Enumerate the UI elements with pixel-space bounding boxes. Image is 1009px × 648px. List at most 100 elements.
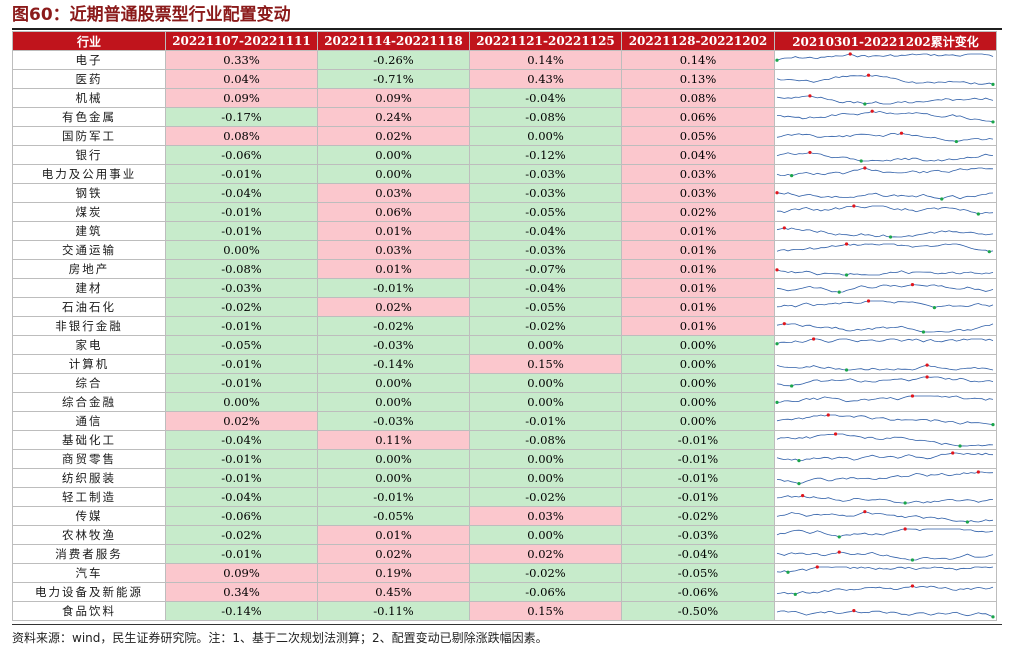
column-header-5: 20210301-20221202累计变化 <box>774 31 997 51</box>
value-cell: 0.00% <box>621 335 775 355</box>
sparkline-max-marker <box>852 609 856 613</box>
value-cell: -0.02% <box>621 506 775 526</box>
value-cell: -0.04% <box>165 430 318 450</box>
value-cell: 0.01% <box>621 278 775 298</box>
column-header-2: 20221114-20221118 <box>317 31 470 51</box>
value-cell: -0.01% <box>621 487 775 507</box>
industry-name: 交通运输 <box>12 240 166 260</box>
sparkline-cell <box>774 316 997 336</box>
sparkline-min-marker <box>991 82 995 86</box>
sparkline-max-marker <box>826 413 830 417</box>
sparkline-max-marker <box>870 109 874 113</box>
value-cell: -0.02% <box>469 563 622 583</box>
sparkline-min-marker <box>976 212 980 216</box>
table-row: 消费者服务 -0.01% 0.02% 0.02% -0.04% <box>12 544 997 564</box>
sparkline-path <box>776 323 994 333</box>
value-cell: 0.00% <box>469 126 622 146</box>
value-cell: -0.02% <box>469 316 622 336</box>
sparkline-max-marker <box>910 283 915 287</box>
value-cell: 0.02% <box>317 126 470 146</box>
value-cell: 0.00% <box>469 373 622 393</box>
sparkline-path <box>776 95 994 105</box>
sparkline-cell <box>774 354 997 374</box>
sparkline-path <box>776 495 994 504</box>
value-cell: 0.34% <box>165 582 318 602</box>
industry-name: 家电 <box>12 335 166 355</box>
sparkline <box>776 432 994 448</box>
value-cell: 0.04% <box>621 145 775 165</box>
value-cell: 0.13% <box>621 69 775 89</box>
sparkline-max-marker <box>951 451 955 455</box>
value-cell: -0.04% <box>469 88 622 108</box>
sparkline-max-marker <box>863 166 867 170</box>
sparkline-min-marker <box>991 615 995 619</box>
sparkline-path <box>776 132 994 142</box>
value-cell: -0.07% <box>469 259 622 279</box>
sparkline-path <box>776 205 994 215</box>
table-row: 农林牧渔 -0.02% 0.01% 0.00% -0.03% <box>12 525 997 545</box>
sparkline-max-marker <box>863 510 867 514</box>
table-row: 传媒 -0.06% -0.05% 0.03% -0.02% <box>12 506 997 526</box>
sparkline-cell <box>774 50 997 70</box>
industry-name: 传媒 <box>12 506 166 526</box>
footer-rule <box>12 624 1002 625</box>
value-cell: 0.14% <box>469 50 622 70</box>
sparkline <box>776 527 994 539</box>
value-cell: -0.71% <box>317 69 470 89</box>
value-cell: 0.06% <box>317 202 470 222</box>
sparkline-path <box>776 395 994 403</box>
value-cell: 0.00% <box>621 392 775 412</box>
sparkline-path <box>776 471 994 485</box>
value-cell: -0.50% <box>621 601 775 621</box>
industry-name: 汽车 <box>12 563 166 583</box>
value-cell: 0.00% <box>165 240 318 260</box>
sparkline-path <box>776 414 994 425</box>
table-row: 食品饮料 -0.14% -0.11% 0.15% -0.50% <box>12 601 997 621</box>
sparkline-min-marker <box>991 423 995 427</box>
sparkline-max-marker <box>801 494 805 498</box>
value-cell: -0.12% <box>469 145 622 165</box>
table-row: 计算机 -0.01% -0.14% 0.15% 0.00% <box>12 354 997 374</box>
sparkline-min-marker <box>921 330 926 334</box>
sparkline-cell <box>774 202 997 222</box>
value-cell: 0.01% <box>621 297 775 317</box>
sparkline-path <box>776 511 994 523</box>
column-header-0: 行业 <box>12 31 166 51</box>
value-cell: 0.00% <box>317 468 470 488</box>
sparkline-max-marker <box>848 52 852 56</box>
sparkline-min-marker <box>859 159 863 163</box>
industry-name: 纺织服装 <box>12 468 166 488</box>
allocation-table: 行业 20221107-20221111 20221114-20221118 2022… <box>12 31 997 621</box>
sparkline-path <box>776 610 994 618</box>
value-cell: 0.01% <box>621 259 775 279</box>
value-cell: -0.01% <box>469 411 622 431</box>
value-cell: 0.03% <box>317 240 470 260</box>
value-cell: -0.01% <box>165 544 318 564</box>
industry-name: 农林牧渔 <box>12 525 166 545</box>
sparkline-max-marker <box>808 150 812 155</box>
sparkline-min-marker <box>958 444 962 448</box>
value-cell: 0.01% <box>317 259 470 279</box>
value-cell: 0.09% <box>165 88 318 108</box>
industry-name: 钢铁 <box>12 183 166 203</box>
industry-name: 房地产 <box>12 259 166 279</box>
value-cell: -0.01% <box>165 449 318 469</box>
sparkline <box>776 131 994 144</box>
table-row: 轻工制造 -0.04% -0.01% -0.02% -0.01% <box>12 487 997 507</box>
figure-title: 图60：近期普通股票型行业配置变动 <box>12 5 291 25</box>
sparkline-min-marker <box>793 592 797 596</box>
value-cell: 0.00% <box>165 392 318 412</box>
sparkline <box>776 470 994 486</box>
sparkline-max-marker <box>815 565 819 569</box>
value-cell: 0.02% <box>165 411 318 431</box>
value-cell: 0.00% <box>317 145 470 165</box>
sparkline-cell <box>774 278 997 298</box>
value-cell: -0.01% <box>317 278 470 298</box>
sparkline <box>776 204 994 216</box>
sparkline-path <box>776 433 994 447</box>
sparkline <box>776 299 994 310</box>
sparkline-min-marker <box>954 139 958 144</box>
industry-name: 机械 <box>12 88 166 108</box>
sparkline-max-marker <box>833 432 838 436</box>
value-cell: -0.05% <box>469 297 622 317</box>
